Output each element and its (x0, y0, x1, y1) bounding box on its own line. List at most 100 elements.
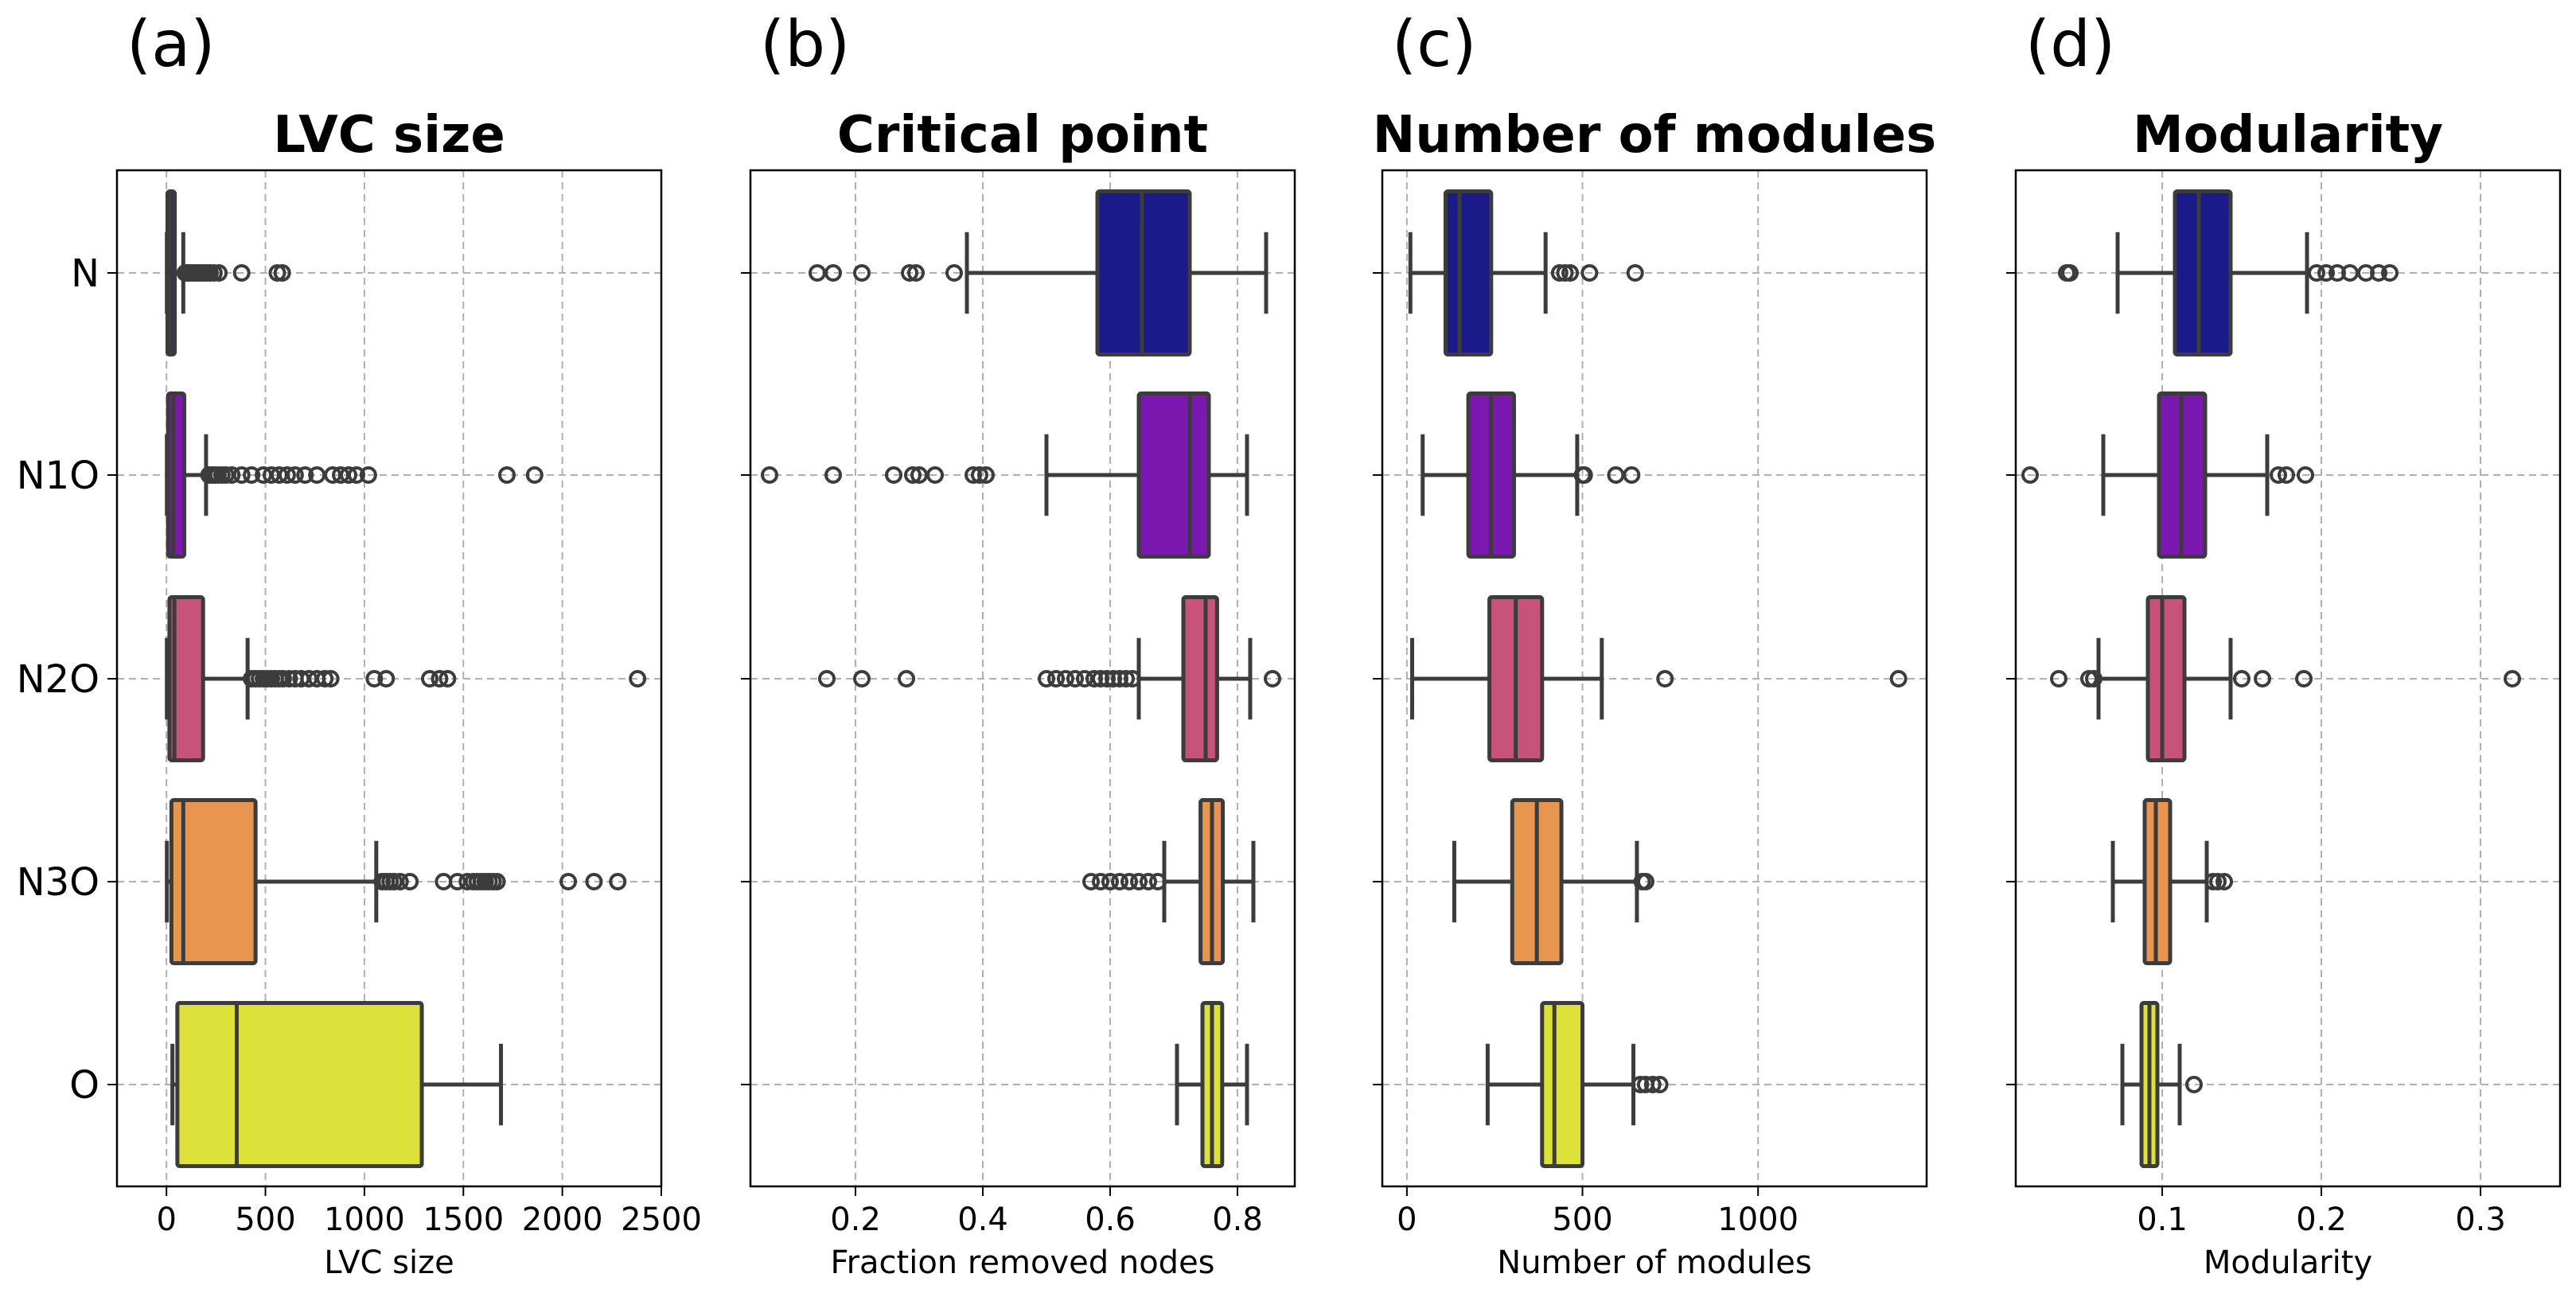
outlier-point (497, 466, 516, 484)
outlier-point (585, 873, 603, 890)
panel-title: Modularity (2133, 106, 2443, 165)
outlier-point (2233, 670, 2251, 687)
outlier-point (273, 264, 291, 282)
outlier-point (1130, 873, 1148, 890)
axes-frame (115, 169, 663, 1188)
outlier-point (2504, 670, 2521, 687)
panel-title: Number of modules (1373, 106, 1936, 165)
x-axis-label: Modularity (2204, 1244, 2372, 1281)
outlier-point (1057, 670, 1074, 687)
panel-4: (d) Modularity 0.1 0.2 0.3 Modularity (2006, 7, 2562, 1281)
outlier-point (2308, 264, 2325, 282)
outlier-point (1575, 466, 1593, 484)
box-N3O (1452, 798, 1654, 965)
outlier-point (2278, 466, 2295, 484)
x-tick-label: 0 (1397, 1202, 1417, 1238)
outlier-point (1643, 1076, 1662, 1093)
outlier-point (901, 264, 918, 282)
box-N (809, 189, 1269, 356)
outlier-point (359, 466, 377, 484)
outlier-point (2085, 670, 2102, 687)
outlier-point (1111, 873, 1128, 890)
outlier-point (1124, 670, 1141, 687)
outlier-point (926, 466, 944, 484)
y-tick-label: N1O (17, 454, 99, 498)
outlier-point (1623, 466, 1641, 484)
outlier-point (1580, 264, 1599, 282)
box-iqr (166, 391, 187, 559)
outlier-point (1264, 670, 1281, 687)
outlier-point (853, 264, 871, 282)
box-N1O (165, 391, 544, 559)
panel-title: Critical point (837, 106, 1208, 165)
outlier-point (898, 670, 915, 687)
outlier-point (1656, 670, 1674, 687)
box-iqr (2173, 189, 2233, 356)
outlier-point (2061, 264, 2079, 282)
panel-3: (c) Number of modules 0 500 1000 Number of mo… (1373, 7, 1936, 1281)
box-iqr (2145, 595, 2187, 762)
outlier-point (243, 466, 261, 484)
outlier-point (1626, 264, 1644, 282)
box-iqr (167, 595, 205, 762)
outlier-point (1092, 873, 1109, 890)
box-iqr (169, 798, 258, 965)
outlier-point (1650, 1076, 1669, 1093)
box-N1O (761, 391, 1249, 559)
panel-2: (b) Critical point 0.2 0.4 0.6 0.8 Fraction re… (741, 7, 1296, 1281)
outlier-point (2021, 466, 2039, 484)
outlier-point (824, 466, 842, 484)
axes-frame (2014, 169, 2562, 1188)
panel-label: (c) (1392, 7, 1476, 81)
outlier-point (431, 670, 449, 687)
y-tick-label: N3O (17, 860, 99, 905)
outlier-point (347, 466, 365, 484)
panel-label: (d) (2025, 7, 2115, 81)
outlier-point (1117, 670, 1135, 687)
outlier-point (629, 670, 647, 687)
panel-1: (a) LVC size 0 500 1000 1500 2000 2500 N N1O N2O N3… (17, 7, 702, 1281)
outlier-point (1047, 670, 1065, 687)
y-tick-label: O (69, 1063, 99, 1108)
outlier-point (824, 264, 842, 282)
axes-frame (1381, 169, 1928, 1188)
outlier-point (1120, 873, 1138, 890)
box-N1O (2021, 391, 2314, 559)
outlier-point (945, 264, 963, 282)
outlier-point (274, 670, 292, 687)
outlier-point (340, 466, 358, 484)
outlier-point (885, 466, 902, 484)
x-tick-label: 1000 (324, 1202, 405, 1238)
outlier-point (210, 264, 228, 282)
box-N1O (1421, 391, 1641, 559)
outlier-point (977, 466, 995, 484)
outlier-point (2297, 466, 2314, 484)
box-iqr (1181, 595, 1219, 762)
outlier-point (2216, 873, 2233, 890)
outlier-point (316, 670, 334, 687)
outlier-point (232, 264, 251, 282)
outlier-point (1140, 873, 1157, 890)
x-tick-label: 0 (156, 1202, 176, 1238)
box-iqr (175, 1001, 424, 1168)
outlier-point (2209, 873, 2227, 890)
box-O (1485, 1001, 1669, 1168)
outlier-point (1561, 264, 1580, 282)
x-axis-label: LVC size (324, 1244, 454, 1281)
x-tick-label: 0.3 (2455, 1202, 2506, 1238)
outlier-point (391, 873, 409, 890)
box-N (165, 189, 291, 356)
outlier-point (1636, 873, 1654, 890)
outlier-point (609, 873, 627, 890)
outlier-point (286, 466, 304, 484)
outlier-point (2185, 1076, 2203, 1093)
outlier-point (438, 670, 457, 687)
box-N2O (165, 595, 647, 762)
x-tick-label: 0.4 (957, 1202, 1008, 1238)
outlier-point (488, 873, 506, 890)
axes-frame (749, 169, 1296, 1188)
box-iqr (1540, 1001, 1585, 1168)
x-tick-label: 0.2 (830, 1202, 881, 1238)
outlier-point (1038, 670, 1055, 687)
